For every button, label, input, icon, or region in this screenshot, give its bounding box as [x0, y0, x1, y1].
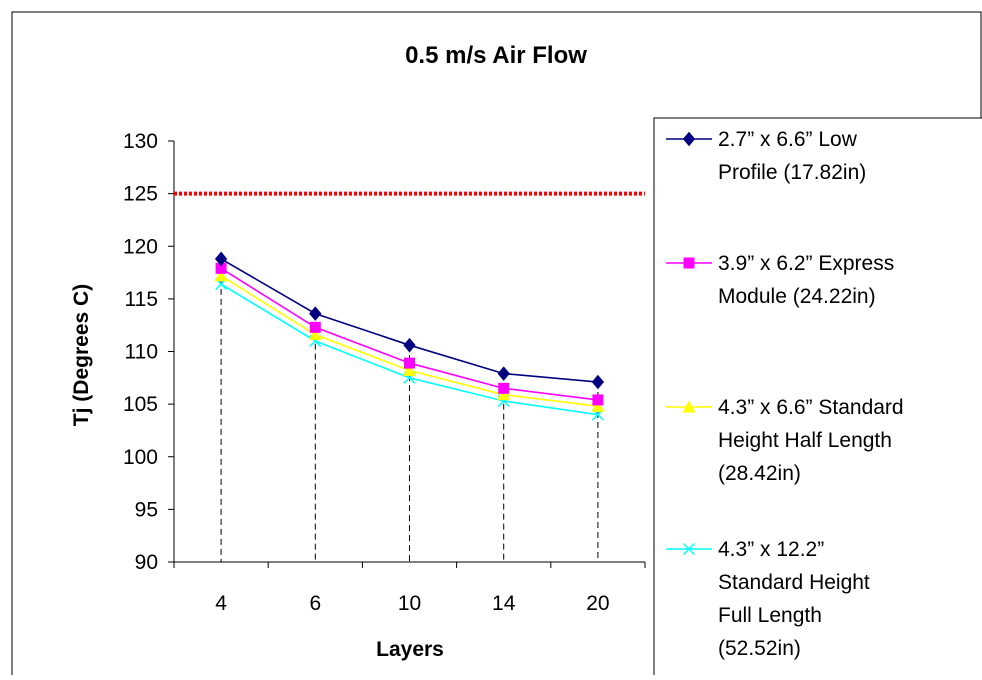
- legend-entry: 2.7” x 6.6” Low Profile (17.82in): [666, 128, 866, 184]
- x-tick-label: 6: [309, 592, 321, 615]
- y-tick-label: 130: [123, 130, 158, 153]
- legend-label: (52.52in): [718, 637, 801, 660]
- legend-label: (28.42in): [718, 462, 801, 485]
- x-tick-label: 10: [398, 592, 421, 615]
- data-point: [498, 382, 510, 394]
- data-point: [214, 269, 228, 282]
- data-point: [497, 366, 510, 381]
- x-axis-label: Layers: [376, 638, 444, 661]
- y-tick-label: 90: [135, 551, 158, 574]
- data-point: [497, 388, 511, 401]
- legend-swatch-marker: [682, 542, 696, 556]
- data-point: [403, 363, 416, 376]
- y-tick-label: 95: [135, 498, 158, 521]
- x-tick-label: 14: [492, 592, 516, 615]
- data-point: [591, 399, 605, 412]
- legend: 2.7” x 6.6” Low Profile (17.82in) 3.9” x 6…: [666, 128, 904, 660]
- y-tick-label: 125: [123, 183, 158, 206]
- legend-swatch-marker: [682, 400, 696, 413]
- data-point: [403, 337, 416, 353]
- data-point: [591, 374, 605, 390]
- x-tick-label: 4: [215, 592, 227, 615]
- legend-label: Module (24.22in): [718, 285, 876, 308]
- plot-area: 90 95 100 105 110 115 120 125 130 4 6 10 14 20: [123, 130, 646, 615]
- x-tick-label: 20: [586, 592, 609, 615]
- legend-label: 3.9” x 6.2” Express: [718, 252, 894, 275]
- legend-label: 4.3” x 6.6” Standard: [718, 396, 904, 419]
- legend-swatch-marker: [683, 257, 695, 269]
- chart-title: 0.5 m/s Air Flow: [405, 42, 587, 69]
- data-point: [592, 394, 604, 406]
- y-tick-label: 115: [125, 288, 158, 311]
- legend-label: Full Length: [718, 604, 822, 627]
- data-point: [308, 328, 322, 341]
- legend-entry: 4.3” x 12.2” Standard Height Full Length (5…: [666, 538, 870, 660]
- legend-box: [653, 117, 982, 680]
- y-axis-label: Tj (Degrees C): [70, 284, 93, 426]
- legend-label: Standard Height: [718, 571, 870, 594]
- y-tick-label: 120: [123, 235, 158, 258]
- data-point: [214, 251, 228, 267]
- y-tick-label: 110: [125, 341, 158, 364]
- data-point: [215, 262, 227, 274]
- legend-label: Profile (17.82in): [718, 161, 866, 184]
- data-point: [309, 306, 322, 321]
- legend-label: 4.3” x 12.2”: [718, 538, 824, 561]
- legend-entry: 4.3” x 6.6” Standard Height Half Length (2…: [666, 396, 904, 485]
- data-point: [404, 357, 415, 369]
- y-tick-label: 105: [123, 393, 158, 416]
- data-point: [309, 321, 321, 333]
- legend-swatch-marker: [682, 131, 696, 147]
- legend-label: 2.7” x 6.6” Low: [718, 128, 858, 151]
- y-tick-label: 100: [123, 446, 158, 469]
- legend-label: Height Half Length: [718, 429, 892, 452]
- legend-entry: 3.9” x 6.2” Express Module (24.22in): [666, 252, 894, 308]
